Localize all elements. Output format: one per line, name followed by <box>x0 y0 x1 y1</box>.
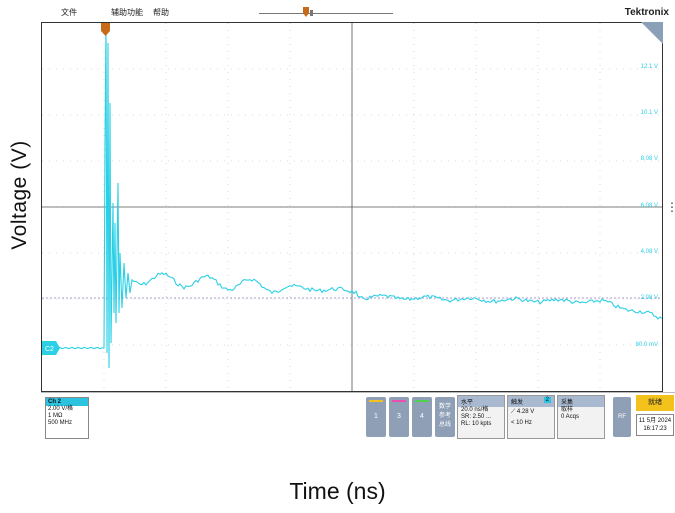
channel-1-button[interactable]: 1 <box>366 397 386 437</box>
scale-label: 10.1 V <box>641 110 658 116</box>
oscilloscope-screen: 文件 辅助功能 帮助 Tektronix 12.1 V 10.1 V 8.08 V 6… <box>41 0 675 441</box>
menu-utility[interactable]: 辅助功能 <box>111 8 143 17</box>
sample-rate: SR: 2.50 ... <box>461 414 492 420</box>
run-stop-button[interactable]: 就绪 <box>636 395 674 411</box>
horizontal-title: 水平 <box>458 396 504 407</box>
scale-label: 4.08 V <box>641 249 658 255</box>
channel-2-scale: 2.00 V/格 <box>48 406 74 412</box>
scale-label: 8.08 V <box>641 156 658 162</box>
time-text: 16:17:23 <box>643 426 667 432</box>
channel-4-button[interactable]: 4 <box>412 397 432 437</box>
channel-2-bandwidth: 500 MHz <box>48 420 73 426</box>
math-ref-bus-button[interactable]: 数学 参考 总线 <box>435 397 455 437</box>
acquisition-panel[interactable]: 采集 取样 0 Acqs <box>557 395 605 439</box>
channel-2-marker-label: C2 <box>45 346 54 353</box>
trigger-channel: 2 <box>543 397 551 403</box>
acquisition-count: 0 Acqs <box>561 414 580 420</box>
x-axis-label: Time (ns) <box>289 478 386 504</box>
menu-help[interactable]: 帮助 <box>153 8 169 17</box>
channel-2-title: Ch 2 <box>46 398 88 406</box>
channel-1-label: 1 <box>374 413 378 420</box>
trigger-frequency: < 10 Hz <box>511 420 532 426</box>
rising-edge-icon: ⟋ <box>511 409 516 415</box>
horizontal-scale: 20.0 ns/格 <box>461 407 489 413</box>
brand-logo: Tektronix <box>624 7 669 18</box>
trigger-time-marker <box>101 23 110 36</box>
date-time-display: 11 5月 2024 16:17:23 <box>636 414 674 436</box>
channel-2-impedance: 1 MΩ <box>48 413 63 419</box>
trigger-level-row: ⟋ 4.28 V <box>508 407 554 416</box>
y-axis-label: Voltage (V) <box>8 140 31 250</box>
horizontal-panel[interactable]: 水平 20.0 ns/格 SR: 2.50 ... RL: 10 kpts <box>457 395 505 439</box>
trigger-title: 触发 <box>511 400 524 406</box>
rf-button[interactable]: RF <box>613 397 631 437</box>
trigger-level: 4.28 V <box>516 409 535 415</box>
waveform-trace <box>42 23 662 369</box>
waveform-plot[interactable]: 12.1 V 10.1 V 8.08 V 6.08 V 4.08 V 2.08 V 80.0… <box>41 22 663 392</box>
math-label: 数学 <box>438 404 451 410</box>
acquisition-mode: 取样 <box>561 407 574 413</box>
scale-label: 6.08 V <box>641 203 658 209</box>
trigger-header: 触发 2 <box>508 396 554 407</box>
scale-label: 12.1 V <box>641 64 658 70</box>
date-text: 11 5月 2024 <box>638 418 672 424</box>
record-length: RL: 10 kpts <box>461 421 492 427</box>
channel-2-marker <box>42 341 60 355</box>
channel-3-button[interactable]: 3 <box>389 397 409 437</box>
cursor-position-icon <box>310 10 313 16</box>
acquisition-title: 采集 <box>558 396 604 407</box>
channel-2-badge[interactable]: Ch 2 2.00 V/格 1 MΩ 500 MHz <box>45 397 89 439</box>
scale-label: 80.0 mV <box>636 342 658 348</box>
trigger-position-icon[interactable] <box>303 7 309 17</box>
bus-label: 总线 <box>438 422 451 428</box>
menu-file[interactable]: 文件 <box>61 8 77 17</box>
trigger-position-track <box>259 13 393 14</box>
menu-bar: 文件 辅助功能 帮助 Tektronix <box>41 0 675 22</box>
scale-label: 2.08 V <box>641 295 658 301</box>
waveform-svg: 12.1 V 10.1 V 8.08 V 6.08 V 4.08 V 2.08 V 80.0… <box>42 23 662 391</box>
channel-3-label: 3 <box>397 413 401 420</box>
ref-label: 参考 <box>438 413 451 419</box>
control-bar: Ch 2 2.00 V/格 1 MΩ 500 MHz 1 3 4 数学 参考 总… <box>41 392 675 441</box>
more-options-icon[interactable]: ⋮ <box>666 200 675 214</box>
channel-4-label: 4 <box>420 413 424 420</box>
trigger-panel[interactable]: 触发 2 ⟋ 4.28 V < 10 Hz <box>507 395 555 439</box>
